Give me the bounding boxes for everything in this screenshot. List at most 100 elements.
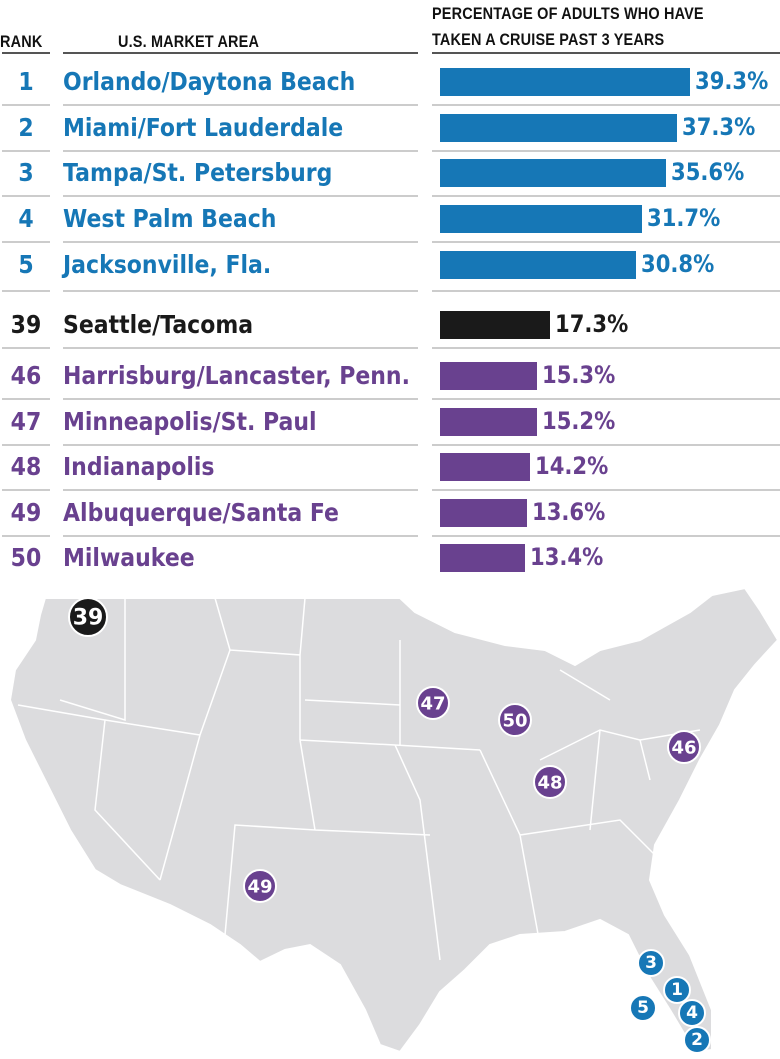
- value-label: 17.3%: [555, 310, 629, 338]
- marker-label: 49: [247, 876, 272, 897]
- row-separator: [63, 347, 418, 349]
- marker-label: 2: [691, 1030, 703, 1050]
- bar-row: 3 Tampa/St. Petersburg 35.6%: [0, 151, 780, 195]
- map-marker-2: 2: [683, 1026, 711, 1054]
- bar: [440, 205, 642, 233]
- area-name: Albuquerque/Santa Fe: [63, 498, 339, 527]
- rank-label: 4: [18, 204, 34, 233]
- header-rule: [432, 52, 780, 54]
- rank-header: RANK: [0, 32, 43, 51]
- marker-circle: [533, 765, 567, 799]
- row-separator: [63, 398, 418, 400]
- area-name: Orlando/Daytona Beach: [63, 67, 356, 96]
- bar-row: 2 Miami/Fort Lauderdale 37.3%: [0, 106, 780, 150]
- map-marker-47: 47: [416, 686, 450, 720]
- marker-label: 48: [537, 772, 562, 793]
- marker-circle: [667, 730, 701, 764]
- map-marker-3: 3: [637, 949, 665, 977]
- value-label: 35.6%: [671, 158, 745, 186]
- value-label: 15.3%: [542, 361, 616, 389]
- row-separator: [432, 290, 780, 292]
- us-outline: [8, 586, 780, 1054]
- row-separator: [63, 150, 418, 152]
- value-label: 13.6%: [531, 498, 605, 526]
- bar-row: 1 Orlando/Daytona Beach 39.3%: [0, 60, 780, 104]
- row-separator: [432, 104, 780, 106]
- map-marker-1: 1: [663, 976, 691, 1004]
- value-label: 39.3%: [695, 67, 769, 95]
- bar: [440, 408, 537, 436]
- rank-label: 39: [10, 310, 42, 339]
- area-name: Milwaukee: [63, 543, 195, 572]
- bar: [440, 453, 531, 481]
- row-separator: [2, 489, 50, 491]
- bar: [440, 362, 538, 390]
- marker-label: 47: [420, 693, 445, 714]
- area-name: Seattle/Tacoma: [63, 310, 254, 339]
- marker-label: 3: [645, 953, 657, 973]
- value-label: 15.2%: [541, 407, 615, 435]
- row-separator: [2, 104, 50, 106]
- row-separator: [2, 398, 50, 400]
- marker-label: 46: [671, 737, 696, 758]
- area-name: Jacksonville, Fla.: [63, 250, 272, 279]
- bar: [440, 311, 551, 339]
- row-separator: [63, 290, 418, 292]
- row-separator: [2, 290, 50, 292]
- row-separator: [432, 398, 780, 400]
- marker-label: 5: [637, 998, 649, 1018]
- rank-label: 50: [10, 543, 42, 572]
- value-label: 31.7%: [646, 204, 720, 232]
- value-label: 14.2%: [535, 452, 609, 480]
- rank-label: 49: [10, 498, 42, 527]
- bar: [440, 159, 667, 187]
- row-separator: [2, 444, 50, 446]
- bar-row: 46 Harrisburg/Lancaster, Penn. 15.3%: [0, 354, 780, 398]
- map-marker-39: 39: [68, 597, 108, 637]
- row-separator: [432, 195, 780, 197]
- value-label: 30.8%: [640, 250, 715, 278]
- row-separator: [432, 535, 780, 537]
- rank-label: 5: [18, 250, 34, 279]
- header-rule: [2, 52, 50, 54]
- marker-label: 1: [671, 980, 683, 1000]
- row-separator: [432, 150, 780, 152]
- marker-circle: [663, 976, 691, 1004]
- row-separator: [63, 489, 418, 491]
- bar-row: 39 Seattle/Tacoma 17.3%: [0, 303, 780, 347]
- map-marker-49: 49: [243, 869, 277, 903]
- area-name: Miami/Fort Lauderdale: [63, 113, 344, 142]
- header-rule: [63, 52, 418, 54]
- rank-label: 2: [18, 113, 34, 142]
- marker-circle: [637, 949, 665, 977]
- bar-row: 50 Milwaukee 13.4%: [0, 536, 780, 580]
- bar-row: 4 West Palm Beach 31.7%: [0, 197, 780, 241]
- row-separator: [2, 241, 50, 243]
- rank-label: 46: [10, 361, 42, 390]
- marker-circle: [678, 999, 706, 1027]
- marker-label: 4: [686, 1003, 698, 1023]
- bar-row: 49 Albuquerque/Santa Fe 13.6%: [0, 491, 780, 535]
- row-separator: [63, 104, 418, 106]
- bar: [440, 499, 527, 527]
- area-name: Tampa/St. Petersburg: [63, 158, 333, 187]
- value-label: 37.3%: [682, 113, 756, 141]
- map-marker-46: 46: [667, 730, 701, 764]
- row-separator: [432, 444, 780, 446]
- map-marker-48: 48: [533, 765, 567, 799]
- bar: [440, 114, 678, 142]
- bar: [440, 68, 690, 96]
- map-marker-50: 50: [498, 703, 532, 737]
- area-name: West Palm Beach: [63, 204, 277, 233]
- map-marker-5: 5: [629, 994, 657, 1022]
- state-borders: [17, 597, 701, 961]
- bar-row: 48 Indianapolis 14.2%: [0, 445, 780, 489]
- bar: [440, 251, 636, 279]
- row-separator: [432, 241, 780, 243]
- marker-circle: [629, 994, 657, 1022]
- marker-circle: [683, 1026, 711, 1054]
- rank-label: 1: [18, 67, 34, 96]
- marker-label: 50: [502, 710, 527, 731]
